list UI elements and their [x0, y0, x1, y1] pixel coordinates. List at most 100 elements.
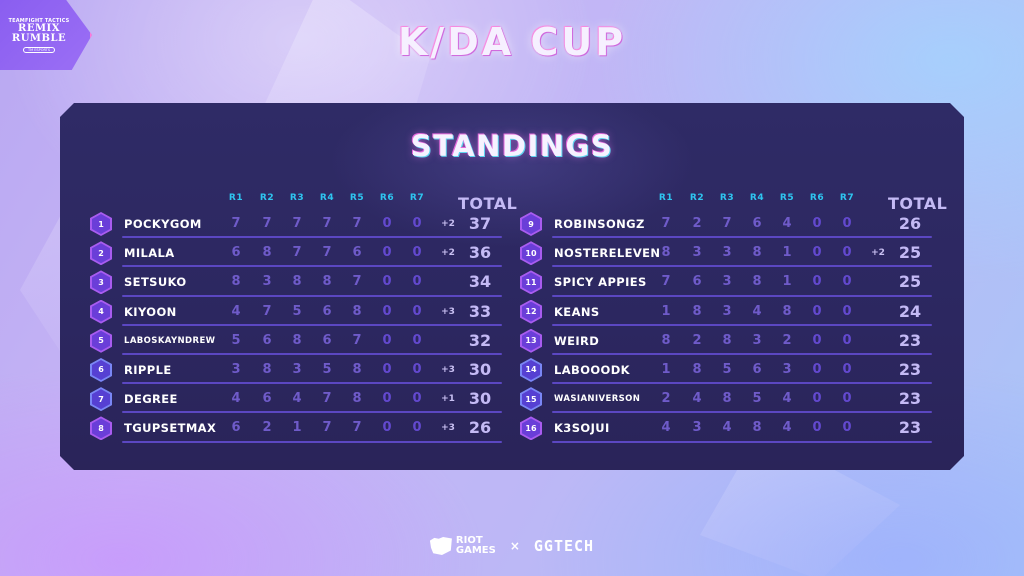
- riot-fist-icon: [429, 537, 452, 555]
- round-score-r7: 0: [412, 420, 422, 436]
- round-score-r2: 8: [692, 303, 702, 319]
- bonus-points: +2: [871, 248, 885, 259]
- round-score-r5: 8: [352, 303, 362, 319]
- bonus-points: +3: [441, 306, 455, 317]
- round-score-r3: 3: [292, 361, 302, 377]
- standings-table-right: R1 R2 R3 R4 R5 R6 R7 TOTAL 9 ROBINSONGZ 7 2 7 6 4 0 0 26 1…: [520, 189, 947, 443]
- total-points: 23: [898, 418, 922, 438]
- bonus-points: +3: [441, 364, 455, 375]
- rank-number: 14: [522, 359, 540, 380]
- rank-number: 15: [522, 389, 540, 410]
- column-header-r4: R4: [749, 193, 765, 203]
- round-score-r3: 4: [722, 420, 732, 436]
- rank-badge: 12: [520, 299, 542, 324]
- round-score-r6: 0: [812, 361, 822, 377]
- round-score-r5: 4: [782, 216, 792, 231]
- player-name: SPICY APPIES: [554, 275, 647, 290]
- round-score-r1: 4: [231, 391, 241, 407]
- standings-row: 13 WEIRD 8 2 8 3 2 0 0 23: [520, 326, 932, 356]
- round-score-r5: 1: [782, 274, 792, 290]
- total-points: 30: [468, 359, 492, 379]
- player-name: LABOOODK: [554, 362, 630, 377]
- round-score-r7: 0: [412, 245, 422, 261]
- column-header-r6: R6: [809, 193, 825, 203]
- round-score-r7: 0: [412, 216, 422, 231]
- round-score-r1: 7: [231, 216, 241, 231]
- column-header-total: TOTAL: [458, 194, 518, 213]
- rank-number: 8: [92, 418, 110, 439]
- round-score-r7: 0: [842, 420, 852, 436]
- round-score-r5: 8: [782, 303, 792, 319]
- rank-badge: 7: [90, 387, 112, 412]
- round-score-r4: 8: [322, 274, 332, 290]
- round-score-r1: 1: [661, 361, 671, 377]
- round-score-r5: 7: [352, 332, 362, 348]
- page-title: K/DA CUP: [397, 20, 627, 64]
- round-score-r7: 0: [842, 274, 852, 290]
- standings-row: 8 TGUPSETMAX 6 2 1 7 7 0 0 +3 26: [90, 413, 502, 443]
- round-score-r1: 8: [661, 332, 671, 348]
- round-score-r1: 6: [231, 420, 241, 436]
- round-score-r2: 2: [262, 420, 272, 436]
- rank-badge: 4: [90, 299, 112, 324]
- round-score-r5: 6: [352, 245, 362, 261]
- round-score-r3: 8: [292, 332, 302, 348]
- total-points: 25: [898, 243, 922, 263]
- standings-row: 6 RIPPLE 3 8 3 5 8 0 0 +3 30: [90, 355, 502, 385]
- total-points: 23: [898, 359, 922, 379]
- rank-badge: 13: [520, 328, 542, 353]
- round-score-r4: 5: [322, 361, 332, 377]
- round-score-r3: 3: [722, 303, 732, 319]
- round-score-r3: 4: [292, 391, 302, 407]
- standings-row: 12 KEANS 1 8 3 4 8 0 0 24: [520, 297, 932, 326]
- round-score-r4: 8: [752, 274, 762, 290]
- player-name: MILALA: [124, 246, 175, 261]
- player-name: SETSUKO: [124, 275, 187, 290]
- round-score-r5: 1: [782, 245, 792, 261]
- rank-number: 3: [92, 272, 110, 293]
- round-score-r6: 0: [812, 216, 822, 231]
- round-score-r2: 8: [262, 361, 272, 377]
- round-score-r5: 4: [782, 420, 792, 436]
- standings-heading: STANDINGS: [410, 129, 614, 163]
- rank-badge: 3: [90, 270, 112, 295]
- sponsor-footer: RIOT GAMES × GGTECH: [0, 531, 1024, 561]
- table-header: R1 R2 R3 R4 R5 R6 R7 TOTAL: [520, 189, 947, 213]
- round-score-r5: 7: [352, 216, 362, 231]
- player-name: WEIRD: [554, 333, 600, 348]
- total-points: 36: [468, 243, 492, 263]
- standings-row: 3 SETSUKO 8 3 8 8 7 0 0 34: [90, 267, 502, 297]
- rank-number: 9: [522, 214, 540, 234]
- column-header-r1: R1: [228, 193, 244, 203]
- column-header-r5: R5: [349, 193, 365, 203]
- standings-table-left: R1 R2 R3 R4 R5 R6 R7 TOTAL 1 POCKYGOM 7 7 7 7 7 0 0 +2 37 2…: [90, 189, 518, 443]
- round-score-r6: 0: [382, 361, 392, 377]
- rank-badge: 1: [90, 212, 112, 236]
- round-score-r4: 7: [322, 420, 332, 436]
- round-score-r5: 8: [352, 361, 362, 377]
- round-score-r1: 8: [231, 274, 241, 290]
- round-score-r1: 8: [661, 245, 671, 261]
- rank-badge: 10: [520, 241, 542, 266]
- round-score-r6: 0: [812, 303, 822, 319]
- round-score-r4: 3: [752, 332, 762, 348]
- standings-row: 9 ROBINSONGZ 7 2 7 6 4 0 0 26: [520, 209, 932, 239]
- round-score-r6: 0: [382, 332, 392, 348]
- round-score-r6: 0: [382, 274, 392, 290]
- rank-number: 11: [522, 272, 540, 293]
- rank-badge: 14: [520, 357, 542, 382]
- round-score-r7: 0: [412, 391, 422, 407]
- round-score-r1: 4: [661, 420, 671, 436]
- standings-row: 15 WASIANIVERSON 2 4 8 5 4 0 0 23: [520, 384, 932, 414]
- rank-number: 13: [522, 330, 540, 351]
- total-points: 25: [898, 272, 922, 292]
- round-score-r4: 7: [322, 245, 332, 261]
- round-score-r1: 5: [231, 332, 241, 348]
- column-header-r2: R2: [259, 193, 275, 203]
- round-score-r6: 0: [382, 391, 392, 407]
- round-score-r6: 0: [382, 245, 392, 261]
- round-score-r5: 3: [782, 361, 792, 377]
- round-score-r5: 2: [782, 332, 792, 348]
- player-name: POCKYGOM: [124, 217, 202, 231]
- ggtech-logo: GGTECH: [533, 537, 595, 555]
